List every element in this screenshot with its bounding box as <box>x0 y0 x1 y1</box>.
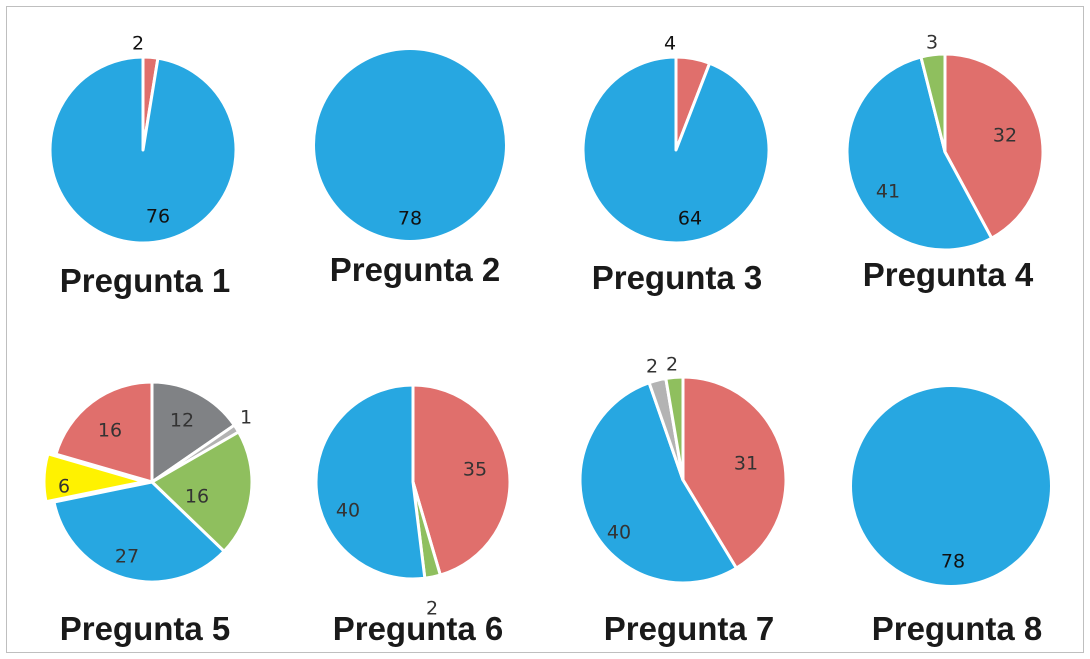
pie-slice <box>411 383 512 577</box>
pie-chart-1: 2 76 Pregunta 1 <box>48 33 238 299</box>
data-label: 32 <box>993 125 1017 147</box>
chart-title: Pregunta 8 <box>872 610 1043 647</box>
data-label: 16 <box>185 486 209 508</box>
data-label: 41 <box>876 181 900 203</box>
pie-chart-7: 31 40 2 2 Pregunta 7 <box>578 354 788 647</box>
data-label: 78 <box>941 551 965 573</box>
data-label: 2 <box>426 598 438 620</box>
pie-chart-6: 35 2 40 Pregunta 6 <box>314 383 512 647</box>
pie-slice <box>52 480 226 584</box>
data-label: 2 <box>132 33 144 55</box>
pie-chart-8: 78 Pregunta 8 <box>852 387 1050 647</box>
pie-slice <box>315 50 505 240</box>
chart-title: Pregunta 6 <box>333 610 504 647</box>
data-label: 35 <box>463 459 487 481</box>
pie-slice <box>42 452 146 504</box>
chart-title: Pregunta 7 <box>604 610 775 647</box>
chart-title: Pregunta 3 <box>592 259 763 296</box>
data-label: 3 <box>926 32 938 54</box>
pie-chart-2: 78 Pregunta 2 <box>315 50 505 288</box>
pie-slice <box>845 55 994 252</box>
data-label: 40 <box>336 500 360 522</box>
data-label: 2 <box>646 356 658 378</box>
pie-slice <box>919 52 947 154</box>
data-label: 40 <box>607 522 631 544</box>
data-label: 2 <box>666 354 678 376</box>
chart-title: Pregunta 5 <box>60 610 231 647</box>
chart-title: Pregunta 2 <box>330 251 501 288</box>
data-label: 16 <box>98 420 122 442</box>
pie-chart-4: 32 41 3 Pregunta 4 <box>845 32 1045 293</box>
pie-slice <box>54 380 154 484</box>
pie-slice <box>581 55 771 245</box>
data-label: 78 <box>398 208 422 230</box>
pie-slice <box>664 375 685 482</box>
chart-title: Pregunta 1 <box>60 262 231 299</box>
data-label: 6 <box>58 476 70 498</box>
data-label: 76 <box>146 206 170 228</box>
pie-slice <box>943 52 1045 240</box>
data-label: 31 <box>734 453 758 475</box>
pie-slice <box>150 380 236 484</box>
pie-chart-5: 12 1 16 27 6 16 Pregunta 5 <box>42 380 254 647</box>
pie-slice <box>48 55 238 245</box>
pie-slice <box>852 387 1050 585</box>
chart-frame <box>6 6 1084 653</box>
pie-slice <box>314 383 427 581</box>
data-label: 1 <box>240 407 252 429</box>
data-label: 12 <box>170 410 194 432</box>
pie-slice <box>578 381 738 585</box>
data-label: 4 <box>664 33 676 55</box>
data-label: 64 <box>678 208 702 230</box>
data-label: 27 <box>115 546 139 568</box>
pie-slice <box>150 430 254 553</box>
pie-chart-3: 4 64 Pregunta 3 <box>581 33 771 296</box>
chart-title: Pregunta 4 <box>863 256 1034 293</box>
